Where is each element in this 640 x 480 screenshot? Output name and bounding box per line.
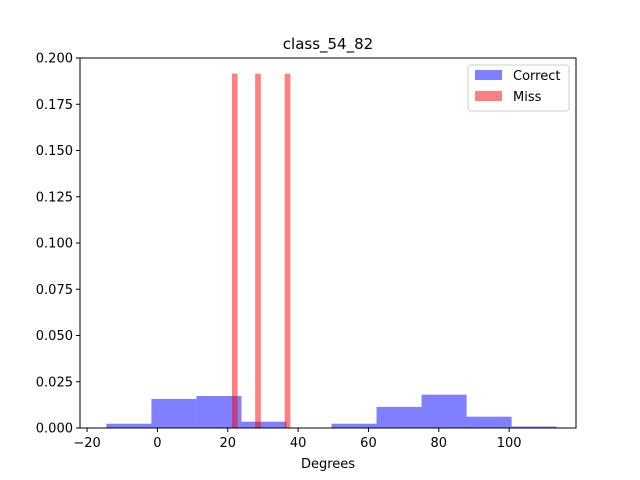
y-tick-label: 0.200	[36, 52, 73, 67]
x-tick-label: −20	[73, 436, 100, 451]
bars-layer	[106, 73, 557, 428]
y-tick-label: 0.025	[36, 375, 73, 390]
chart-title: class_54_82	[283, 35, 373, 54]
y-tick-label: 0.075	[36, 283, 73, 298]
y-tick-label: 0.175	[36, 98, 73, 113]
bar-correct-8	[466, 416, 512, 428]
x-axis: −20 0 20 40 60 80 100	[73, 428, 522, 451]
bar-correct-7	[421, 394, 467, 428]
y-tick-label: 0.100	[36, 237, 73, 252]
y-tick-label: 0.000	[36, 422, 73, 437]
bar-correct-3	[241, 421, 287, 428]
bar-miss-0	[231, 73, 238, 428]
legend-label-correct: Correct	[513, 69, 560, 84]
bar-correct-9	[511, 426, 557, 428]
legend-swatch-miss	[475, 91, 502, 101]
y-tick-label: 0.050	[36, 329, 73, 344]
x-tick-label: 80	[431, 436, 448, 451]
x-tick-label: 100	[497, 436, 522, 451]
bar-correct-5	[331, 423, 377, 428]
y-axis: 0.000 0.025 0.050 0.075 0.100 0.125 0.150 0.175…	[36, 52, 80, 437]
legend: Correct Miss	[467, 64, 570, 112]
x-tick-label: 40	[290, 436, 307, 451]
bar-miss-2	[284, 73, 291, 428]
x-axis-label: Degrees	[301, 457, 355, 472]
bar-correct-6	[376, 406, 422, 428]
x-tick-label: 20	[219, 436, 236, 451]
x-tick-label: 0	[153, 436, 161, 451]
legend-label-miss: Miss	[513, 90, 542, 105]
legend-swatch-correct	[475, 70, 502, 80]
plot-background	[80, 58, 576, 428]
bar-correct-0	[106, 423, 152, 428]
y-tick-label: 0.125	[36, 190, 73, 205]
bar-miss-1	[255, 73, 261, 428]
x-tick-label: 60	[360, 436, 377, 451]
bar-correct-1	[151, 398, 197, 428]
y-tick-label: 0.150	[36, 144, 73, 159]
